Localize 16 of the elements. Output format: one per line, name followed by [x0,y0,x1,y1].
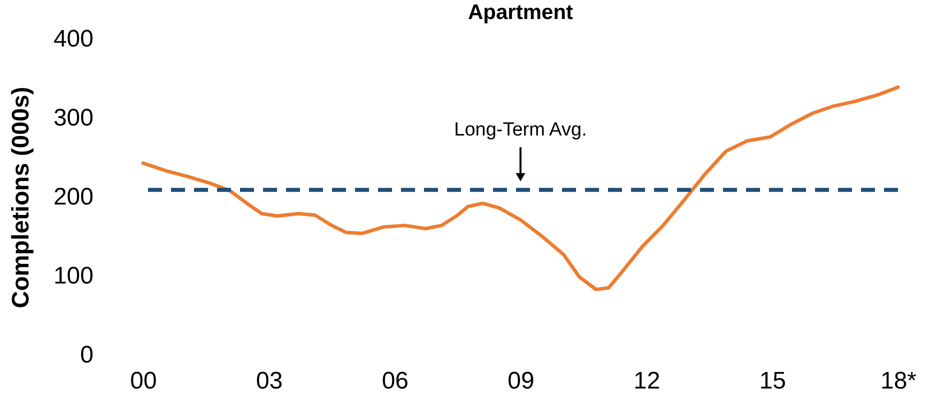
x-tick-label: 15 [759,368,786,394]
y-tick-label: 200 [53,184,94,210]
chart-title: Apartment [468,1,574,24]
y-tick-label: 300 [53,104,94,132]
y-tick-label: 100 [53,262,94,290]
line-series [141,85,900,292]
x-tick-label: 03 [256,368,283,394]
y-axis-title: Completions (000s) [7,86,34,308]
annotation: Long-Term Avg. [454,119,587,140]
x-tick-label: 06 [382,368,409,394]
x-tick-label: 12 [633,368,660,394]
x-tick-label: 00 [130,368,157,394]
x-tick-label: 18* [880,368,917,394]
y-tick-label: 0 [80,342,94,368]
y-tick-label: 400 [53,26,94,52]
x-tick-label: 09 [508,368,534,394]
